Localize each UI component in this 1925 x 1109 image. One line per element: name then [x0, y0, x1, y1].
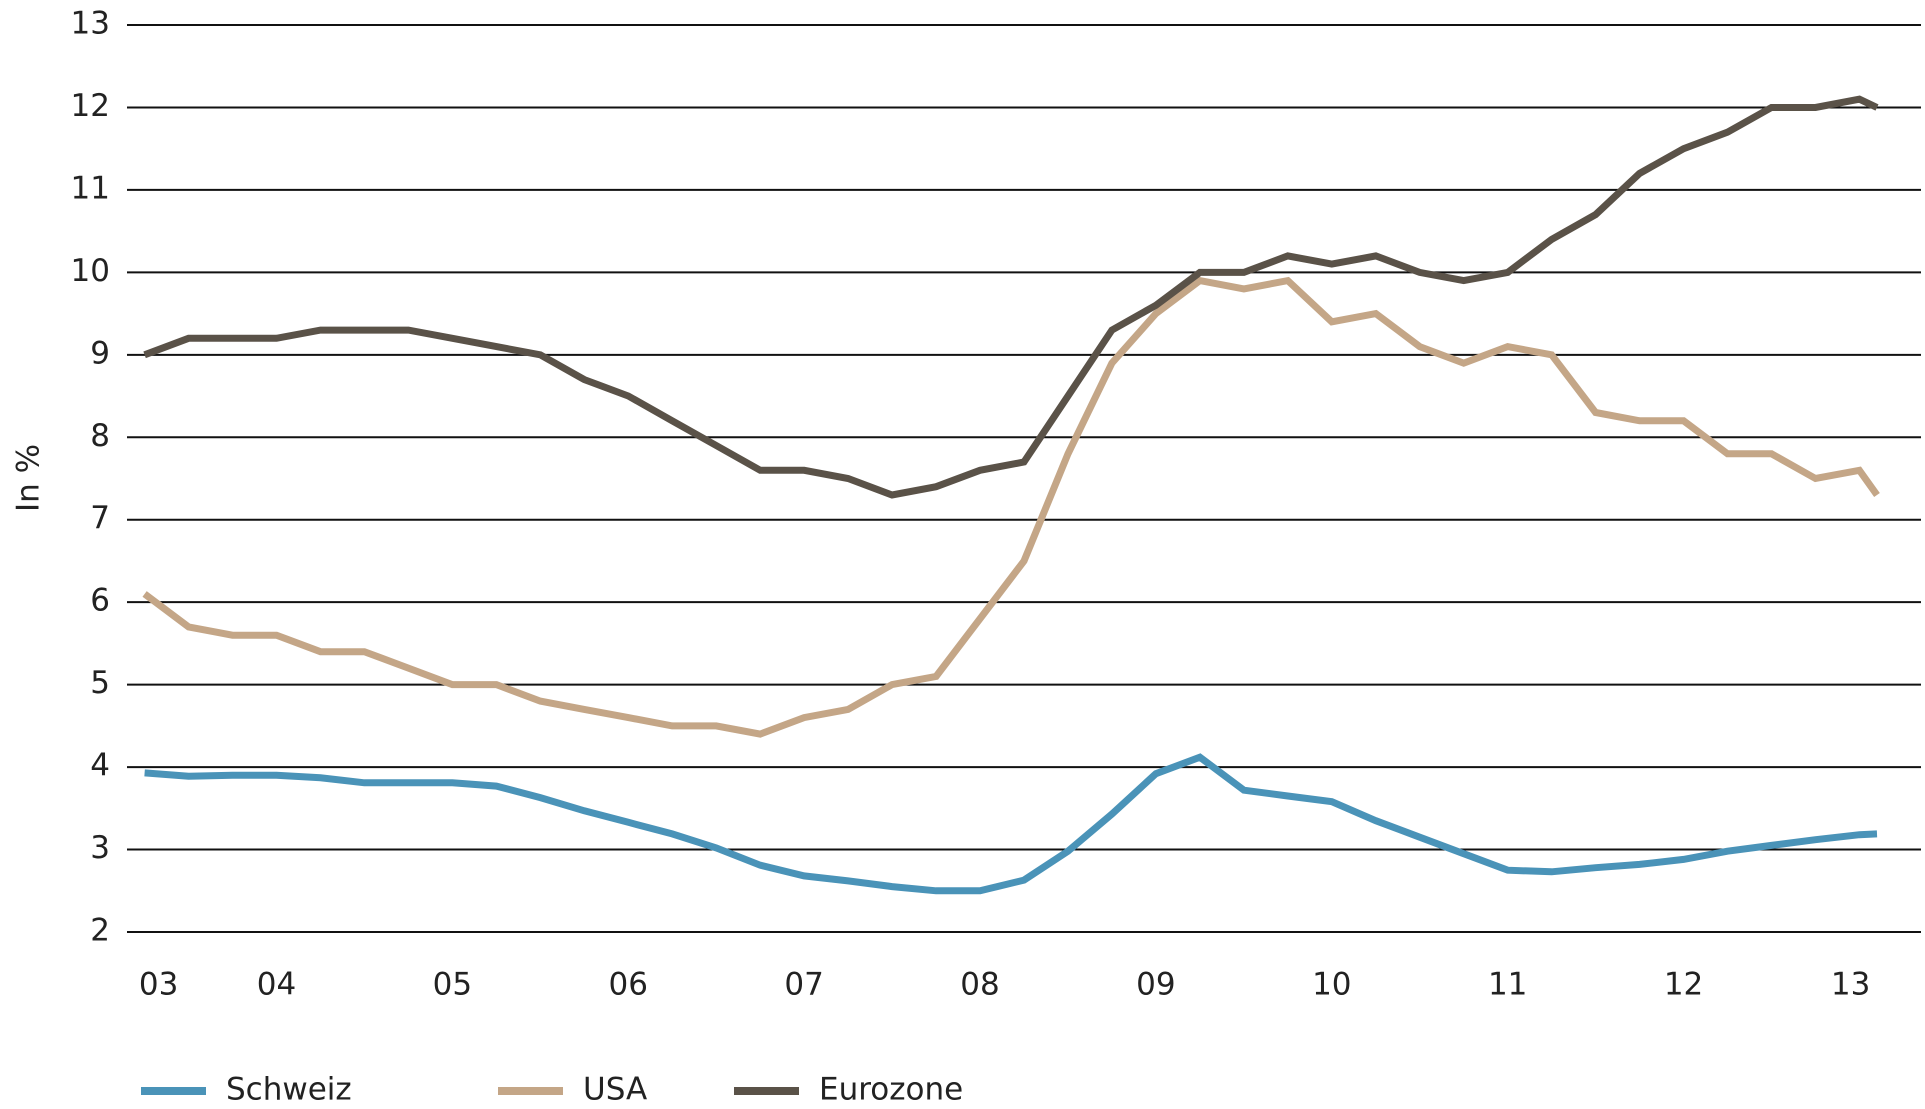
y-tick-label: 9 [90, 335, 110, 371]
x-tick-label: 09 [1136, 967, 1175, 1003]
legend-label: Schweiz [226, 1072, 352, 1108]
x-tick-label: 05 [433, 967, 472, 1003]
y-tick-label: 7 [90, 500, 110, 536]
x-tick-label: 03 [139, 967, 178, 1003]
y-tick-label: 8 [90, 418, 110, 454]
y-tick-label: 2 [90, 913, 110, 949]
x-tick-label: 12 [1664, 967, 1703, 1003]
x-tick-label: 10 [1312, 967, 1351, 1003]
x-tick-label: 06 [609, 967, 648, 1003]
series-line [144, 753, 1878, 895]
x-tick-label: 13 [1831, 967, 1870, 1003]
y-tick-label: 4 [90, 748, 110, 784]
x-tick-label: 08 [960, 967, 999, 1003]
y-tick-label: 12 [71, 88, 110, 124]
series-line [142, 276, 1880, 738]
x-tick-label: 11 [1488, 967, 1527, 1003]
y-tick-label: 3 [90, 830, 110, 866]
y-axis-label: In % [11, 444, 47, 512]
y-tick-label: 11 [71, 170, 110, 206]
series-line [143, 95, 1879, 499]
y-tick-label: 10 [71, 253, 110, 289]
legend-label: Eurozone [819, 1072, 963, 1108]
y-tick-label: 5 [90, 665, 110, 701]
y-tick-label: 13 [71, 6, 110, 42]
y-tick-label: 6 [90, 583, 110, 619]
x-tick-label: 07 [784, 967, 823, 1003]
legend-label: USA [583, 1072, 647, 1108]
x-tick-label: 04 [257, 967, 296, 1003]
